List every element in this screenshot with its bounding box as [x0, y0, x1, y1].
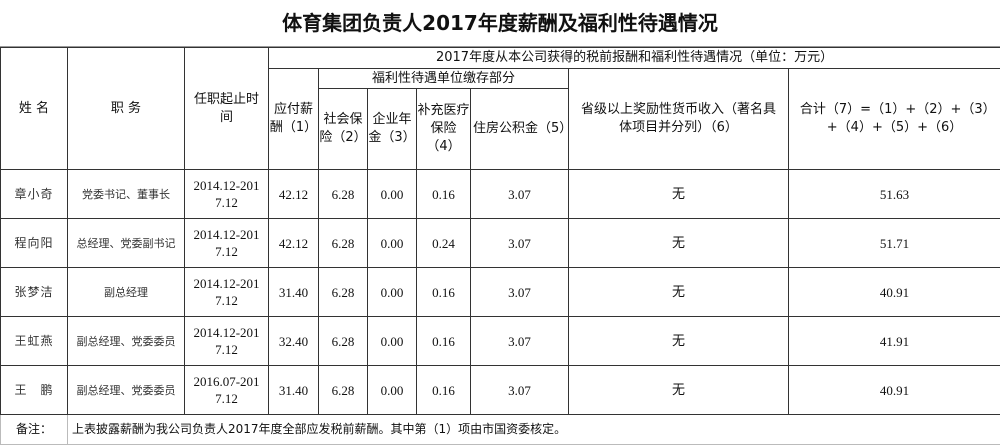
page-title: 体育集团负责人2017年度薪酬及福利性待遇情况 [0, 0, 1000, 47]
cell-position: 副总经理 [67, 267, 185, 317]
cell-social: 6.28 [318, 218, 368, 268]
cell-salary: 42.12 [268, 218, 319, 268]
cell-bonus: 无 [568, 169, 789, 219]
cell-medical: 0.24 [416, 218, 471, 268]
footer-label: 备注： [0, 414, 68, 445]
salary-table: 姓 名 职 务 任职起止时间 2017年度从本公司获得的税前报酬和福利性待遇情况… [0, 47, 1000, 445]
cell-position: 副总经理、党委委员 [67, 365, 185, 415]
cell-name: 王虹燕 [0, 316, 68, 366]
cell-term: 2014.12-2017.12 [184, 169, 269, 219]
cell-term: 2014.12-2017.12 [184, 267, 269, 317]
cell-salary: 31.40 [268, 267, 319, 317]
cell-bonus: 无 [568, 218, 789, 268]
cell-bonus: 无 [568, 365, 789, 415]
cell-medical: 0.16 [416, 169, 471, 219]
footer-text: 上表披露薪酬为我公司负责人2017年度全部应发税前薪酬。其中第（1）项由市国资委… [66, 414, 1000, 445]
header-welfare-group: 福利性待遇单位缴存部分 [318, 68, 569, 89]
header-housing: 住房公积金（5） [470, 88, 572, 170]
cell-social: 6.28 [318, 365, 368, 415]
cell-position: 副总经理、党委委员 [67, 316, 185, 366]
cell-social: 6.28 [318, 316, 368, 366]
cell-total: 40.91 [787, 365, 1000, 415]
table-row: 王 鹏副总经理、党委委员 2016.07-2017.12 31.40 6.28 0.00… [0, 365, 1000, 415]
cell-salary: 32.40 [268, 316, 319, 366]
cell-housing: 3.07 [470, 365, 569, 415]
table-row: 张梦洁 副总经理 2014.12-2017.12 31.40 6.28 0.00 0.16 3… [0, 267, 1000, 317]
cell-medical: 0.16 [416, 365, 471, 415]
cell-salary: 31.40 [268, 365, 319, 415]
header-bonus: 省级以上奖励性货币收入（著名具体项目并分列）（6） [568, 68, 789, 170]
cell-annuity: 0.00 [367, 316, 417, 366]
header-name: 姓 名 [0, 47, 68, 170]
cell-name: 章小奇 [0, 169, 68, 219]
cell-medical: 0.16 [416, 316, 471, 366]
cell-name: 张梦洁 [0, 267, 68, 317]
cell-name: 程向阳 [0, 218, 68, 268]
cell-position: 总经理、党委副书记 [67, 218, 185, 268]
cell-medical: 0.16 [416, 267, 471, 317]
cell-annuity: 0.00 [367, 218, 417, 268]
table-row: 王虹燕 副总经理、党委委员 2014.12-2017.12 32.40 6.28 0.00… [0, 316, 1000, 366]
cell-bonus: 无 [568, 267, 789, 317]
header-group: 2017年度从本公司获得的税前报酬和福利性待遇情况（单位：万元） [267, 47, 1000, 69]
header-total: 合计（7）=（1）+（2）+（3）+（4）+（5）+（6） [787, 68, 1000, 170]
cell-name: 王 鹏 [0, 365, 68, 415]
cell-total: 51.71 [787, 218, 1000, 268]
cell-salary: 42.12 [268, 169, 319, 219]
table-row: 程向阳 总经理、党委副书记 2014.12-2017.12 42.12 6.28 0.00… [0, 218, 1000, 268]
cell-housing: 3.07 [470, 316, 569, 366]
cell-social: 6.28 [318, 169, 368, 219]
cell-total: 40.91 [787, 267, 1000, 317]
cell-term: 2014.12-2017.12 [184, 316, 269, 366]
header-term: 任职起止时间 [184, 47, 269, 170]
cell-term: 2016.07-2017.12 [184, 365, 269, 415]
table-row: 章小奇 党委书记、董事长 2014.12-2017.12 42.12 6.28 0.00 0… [0, 169, 1000, 219]
cell-position: 党委书记、董事长 [67, 169, 185, 219]
cell-bonus: 无 [568, 316, 789, 366]
header-medical: 补充医疗保险（4） [416, 88, 471, 170]
cell-annuity: 0.00 [367, 169, 417, 219]
header-salary: 应付薪酬（1） [268, 68, 319, 170]
header-annuity: 企业年金（3） [367, 88, 417, 170]
cell-total: 41.91 [787, 316, 1000, 366]
cell-housing: 3.07 [470, 218, 569, 268]
cell-annuity: 0.00 [367, 267, 417, 317]
header-social: 社会保险（2） [318, 88, 368, 170]
cell-term: 2014.12-2017.12 [184, 218, 269, 268]
cell-social: 6.28 [318, 267, 368, 317]
cell-housing: 3.07 [470, 267, 569, 317]
cell-total: 51.63 [787, 169, 1000, 219]
cell-housing: 3.07 [470, 169, 569, 219]
header-position: 职 务 [67, 47, 185, 170]
cell-annuity: 0.00 [367, 365, 417, 415]
